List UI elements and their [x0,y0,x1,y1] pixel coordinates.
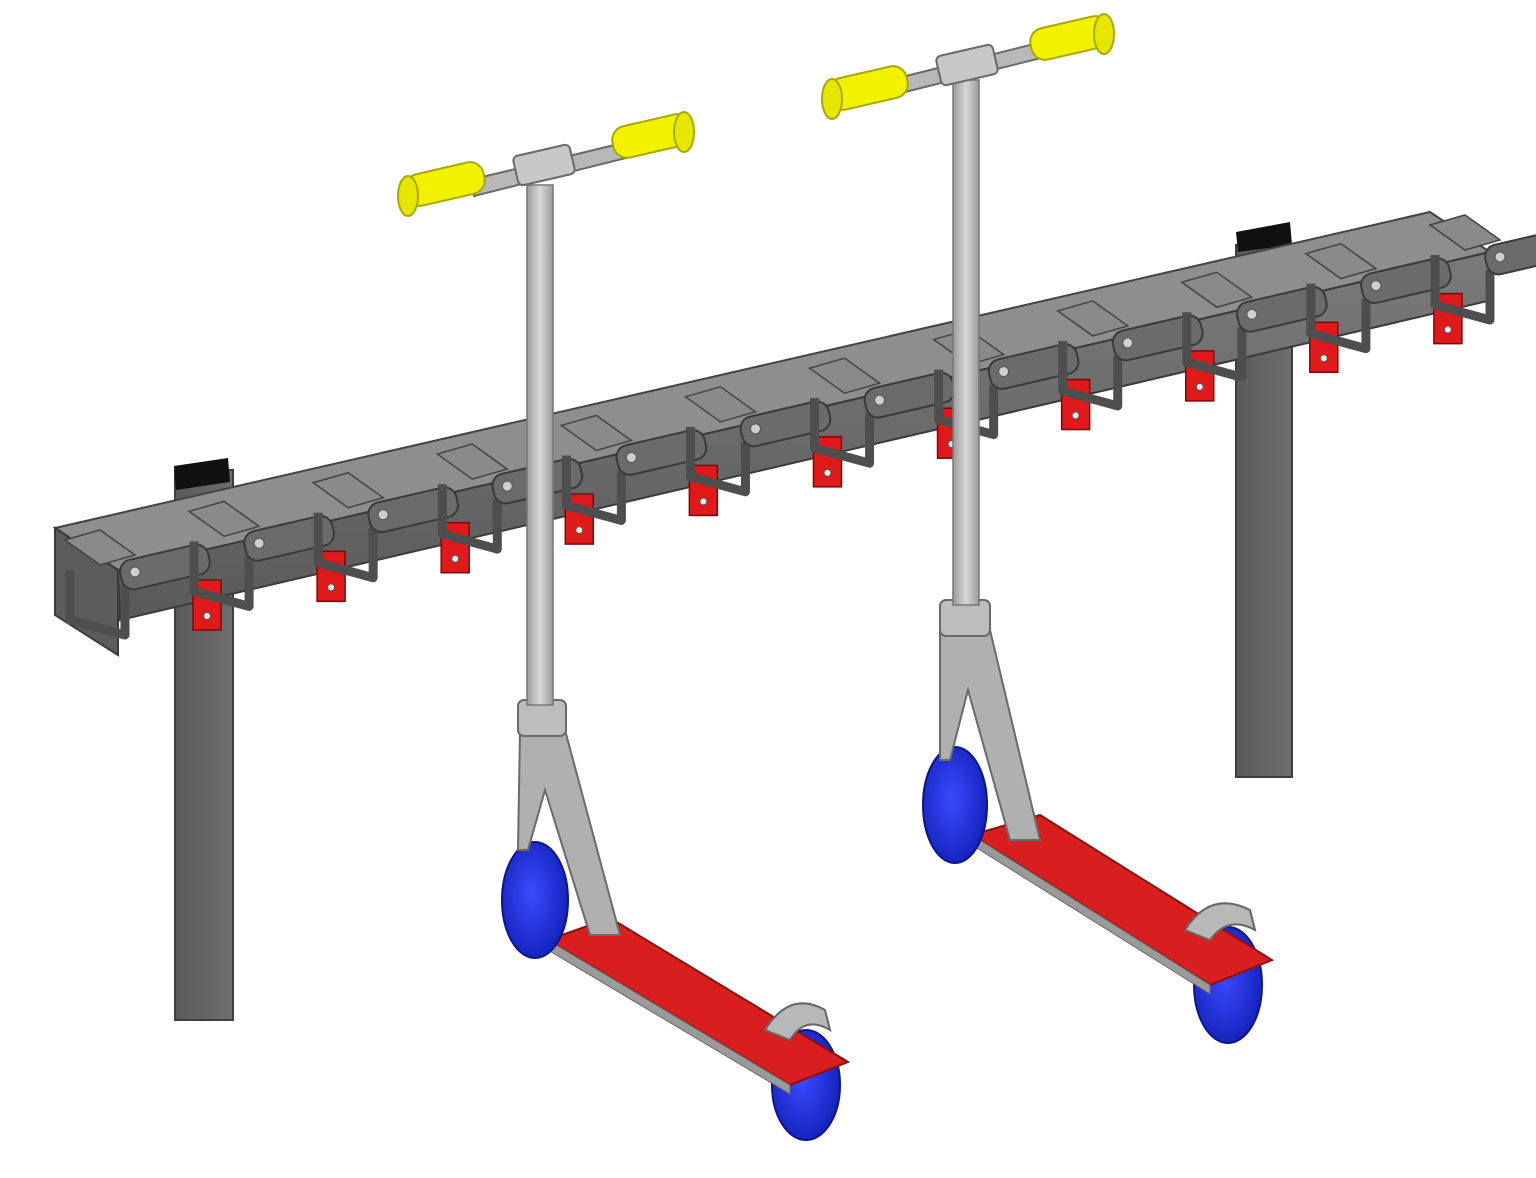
scooter-right-fender [1183,902,1257,942]
rack-bolt [253,537,265,549]
scooter-left-grip-right [611,111,695,159]
rack-divider [435,443,509,480]
rack-slot-loop [189,541,254,611]
scooter-left-deck [545,916,851,1087]
rack-hinge-plate [119,543,211,591]
scooter-right-grip-right [1029,13,1115,61]
rack-bolt [1494,251,1506,263]
rack-divider [1304,242,1378,280]
rack-divider [807,357,882,395]
scooter-left-grip-left [397,161,486,217]
rack-slot [189,515,346,611]
rack-hinge-plate [739,400,832,448]
rack-slot-loop [437,484,502,554]
scooter-right [821,13,1275,1044]
rack-slot-loop [1430,255,1495,325]
right-post-cap [1236,222,1292,252]
clamp-screw [823,468,832,477]
rack-slot-loop [561,455,626,525]
rack-bolt [377,509,389,521]
rack-hinge-plate [1484,228,1536,276]
rack-bolt [1122,337,1134,349]
rack-slots [65,228,1536,640]
clamp-screw [451,554,460,563]
rack-hinge-plate [615,429,708,476]
rack-slot-loop [685,426,750,497]
rack-slot-loop [1058,340,1123,411]
rack-bolt [1370,280,1382,292]
rack-hinge-plate [987,343,1080,390]
rack-bolt [129,566,141,578]
clamp-screw [1443,325,1452,334]
rack-bolt [1246,308,1258,320]
scooter-left [397,111,851,1141]
rack-hinge-plate [1360,257,1452,304]
scooter-left-front-wheel [501,841,569,959]
rack-slot-loop [1182,312,1247,382]
rack-slot [313,486,470,583]
clamp-screw [699,497,708,506]
rack-bolt [501,480,513,492]
rack-divider [63,529,137,566]
rack-slot-loop [65,570,130,640]
rack-divider [559,414,634,452]
rack-slot-loop [313,512,378,583]
rack-hinge-plate [1111,314,1204,362]
rack-divider [1428,214,1502,251]
scooter-left-fender [763,1002,832,1042]
rack-bolt [874,394,886,406]
clamp-screw [1195,382,1204,391]
scooter-right-fork [939,629,1042,841]
rack-slot [65,543,222,640]
rack-bolt [998,366,1010,378]
scooter-right-stem [952,79,980,606]
scooter-left-stem [526,184,554,706]
rack-hinge-plate [1235,285,1328,333]
clamp-screw [327,583,336,592]
scooter-left-fork [516,729,622,936]
clamp-screw [575,526,584,535]
rack-divider [683,385,758,423]
left-post-cap [174,458,230,490]
rack-slot-loop [810,398,875,468]
rack-slot-loop [1306,283,1371,354]
rack-divider [311,471,385,509]
rack-divider [187,500,261,538]
scooter-right-grip-left [821,65,909,120]
rack-dividers [63,214,1502,566]
rack-bolt [625,451,637,463]
rack-slot [1058,314,1215,411]
clamp-screw [1071,411,1080,420]
clamp-screw [1319,354,1328,363]
rack-divider [1180,271,1254,309]
rack-bolt [749,423,761,435]
rack-hinge-plate [367,486,460,534]
scooter-right-front-wheel [922,746,988,864]
rack-slot [1430,228,1536,325]
rack-hinge-plate [243,515,335,562]
rack-divider [1056,300,1130,337]
clamp-screw [203,612,211,620]
